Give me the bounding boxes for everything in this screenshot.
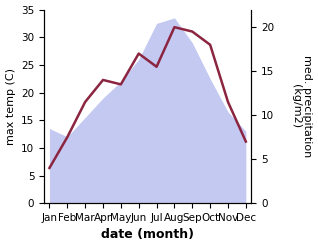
Y-axis label: med. precipitation
(kg/m2): med. precipitation (kg/m2) [291, 55, 313, 158]
Y-axis label: max temp (C): max temp (C) [5, 68, 16, 145]
X-axis label: date (month): date (month) [101, 228, 194, 242]
